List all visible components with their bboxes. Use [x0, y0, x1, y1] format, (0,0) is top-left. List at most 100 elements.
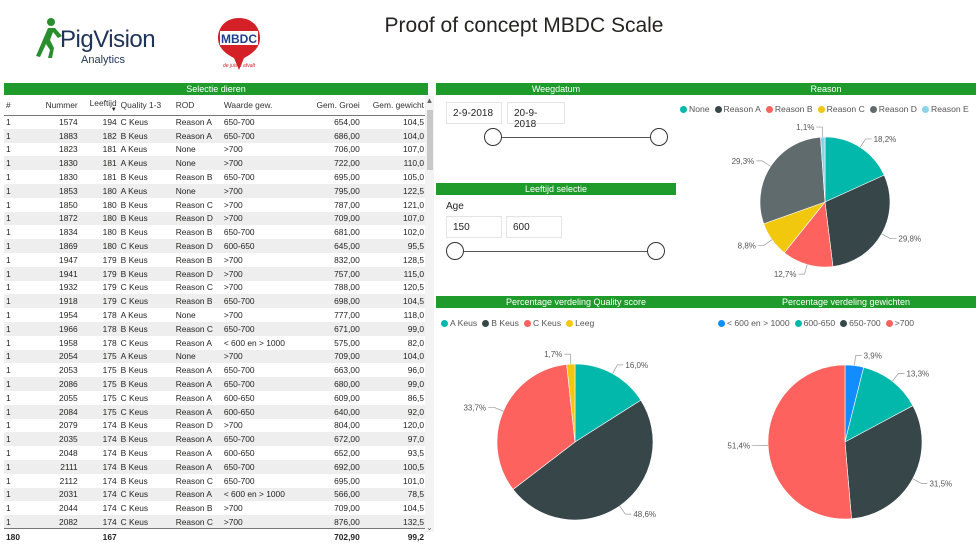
table-cell: 695,00 — [299, 170, 362, 184]
weegdatum-start-input[interactable]: 2-9-2018 — [446, 102, 502, 124]
weegdatum-slider-end-handle[interactable] — [650, 128, 668, 146]
table-cell: 757,00 — [299, 266, 362, 281]
table-row[interactable]: 1 1834 180 B Keus Reason B 650-700 681,00 102,0 — [4, 225, 426, 240]
table-row[interactable]: 1 1966 178 B Keus Reason C 650-700 671,00 99,0 — [4, 321, 426, 336]
legend-item[interactable]: Reason D — [869, 104, 918, 114]
table-row[interactable]: 1 1947 179 B Keus Reason B >700 832,00 128,5 — [4, 252, 426, 267]
legend-item[interactable]: Leeg — [566, 318, 594, 328]
table-row[interactable]: 1 1941 179 B Keus Reason D >700 757,00 115,0 — [4, 266, 426, 281]
legend-dot-icon — [523, 319, 531, 327]
table-row[interactable]: 1 1850 180 B Keus Reason C >700 787,00 121,0 — [4, 197, 426, 212]
table-row[interactable]: 1 2044 174 C Keus Reason B >700 709,00 104,5 — [4, 501, 426, 516]
sort-desc-icon: ▼ — [110, 106, 117, 113]
table-cell: 97,0 — [361, 432, 426, 447]
table-row[interactable]: 1 2112 174 B Keus Reason C 650-700 695,00 101,0 — [4, 473, 426, 488]
pie-slice[interactable] — [844, 405, 923, 520]
pie-leader-line — [757, 239, 773, 246]
scroll-down-icon[interactable]: ⌄ — [426, 523, 433, 532]
table-row[interactable]: 1 1918 179 C Keus Reason B 650-700 698,00 104,5 — [4, 294, 426, 309]
table-cell: B Keus — [118, 377, 174, 391]
table-row[interactable]: 1 1958 178 C Keus Reason A < 600 en > 1000 575… — [4, 335, 426, 350]
legend-item[interactable]: Reason C — [817, 104, 865, 114]
scroll-up-icon[interactable]: ▲ — [425, 96, 434, 105]
legend-item[interactable]: >700 — [885, 318, 914, 328]
table-row[interactable]: 1 1932 179 C Keus Reason C >700 788,00 120,5 — [4, 280, 426, 295]
table-cell: 1574 — [26, 115, 80, 129]
pie-slice[interactable] — [824, 174, 891, 267]
table-row[interactable]: 1 2082 174 C Keus Reason C >700 876,00 132,5 — [4, 515, 426, 529]
table-row[interactable]: 1 2111 174 B Keus Reason A 650-700 692,00 100,5 — [4, 459, 426, 474]
pie-slice[interactable] — [496, 364, 576, 490]
pie-slice[interactable] — [844, 366, 914, 443]
legend-item[interactable]: B Keus — [482, 318, 519, 328]
age-slider-min-handle[interactable] — [446, 242, 464, 260]
col-header-nummer[interactable]: Nummer — [26, 96, 80, 116]
col-header-gewicht[interactable]: Gem. gewicht — [361, 96, 426, 116]
weegdatum-slider-track[interactable] — [493, 137, 659, 138]
table-row[interactable]: 1 1823 181 A Keus None >700 706,00 107,0 — [4, 142, 426, 157]
legend-label: Reason B — [774, 104, 813, 114]
table-cell: Reason A — [173, 363, 222, 378]
section-header-weegdatum: Weegdatum — [436, 83, 676, 95]
table-cell: B Keus — [118, 321, 174, 336]
table-cell: 1 — [4, 239, 27, 253]
legend-item[interactable]: Reason E — [922, 104, 969, 114]
table-row[interactable]: 1 2054 175 A Keus None >700 709,00 104,0 — [4, 349, 426, 364]
age-max-input[interactable]: 600 — [506, 216, 562, 238]
table-row[interactable]: 1 2086 175 B Keus Reason A 650-700 680,00 99,0 — [4, 377, 426, 391]
table-cell: 650-700 — [221, 473, 300, 488]
age-slider-track[interactable] — [455, 251, 657, 252]
table-row[interactable]: 1 2035 174 B Keus Reason A 650-700 672,00 97,0 — [4, 432, 426, 447]
col-header-quality[interactable]: Quality 1-3 — [118, 96, 174, 116]
table-cell: 722,00 — [299, 156, 362, 171]
table-row[interactable]: 1 2055 175 C Keus Reason A 600-650 609,00 86,5 — [4, 390, 426, 405]
scrollbar-thumb[interactable] — [427, 110, 433, 170]
table-cell: 1834 — [26, 225, 80, 240]
legend-label: Reason D — [878, 104, 918, 114]
col-header-rod[interactable]: ROD — [173, 96, 222, 116]
weegdatum-slider-start-handle[interactable] — [484, 128, 502, 146]
table-row[interactable]: 1 1954 178 A Keus None >700 777,00 118,0 — [4, 308, 426, 322]
col-header-groei[interactable]: Gem. Groei — [299, 96, 362, 116]
table-row[interactable]: 1 2048 174 B Keus Reason A 600-650 652,00 93,5 — [4, 446, 426, 460]
pie-slice[interactable] — [767, 364, 852, 520]
table-row[interactable]: 1 1574 194 C Keus Reason A 650-700 654,00 104,5 — [4, 115, 426, 129]
legend-item[interactable]: C Keus — [523, 318, 561, 328]
table-cell: 1966 — [26, 321, 80, 336]
table-cell: 1941 — [26, 266, 80, 281]
col-header-index[interactable]: # — [4, 96, 27, 116]
pie-slice[interactable] — [512, 399, 654, 521]
pie-slice[interactable] — [574, 363, 642, 443]
pie-data-label: 1,7% — [544, 350, 562, 359]
table-row[interactable]: 1 1830 181 A Keus None >700 722,00 110,0 — [4, 156, 426, 171]
table-cell: 1958 — [26, 335, 80, 350]
age-min-input[interactable]: 150 — [446, 216, 502, 238]
col-header-leeftijd[interactable]: Leeftijd ▼ — [79, 96, 119, 116]
table-row[interactable]: 1 2079 174 B Keus Reason D >700 804,00 120,0 — [4, 418, 426, 433]
table-row[interactable]: 1 2031 174 C Keus Reason A < 600 en > 1000 566… — [4, 487, 426, 502]
table-row[interactable]: 1 1883 182 B Keus Reason A 650-700 686,00 104,0 — [4, 128, 426, 143]
legend-item[interactable]: A Keus — [441, 318, 477, 328]
legend-item[interactable]: Reason A — [714, 104, 761, 114]
table-row[interactable]: 1 2084 175 C Keus Reason A 600-650 640,00 92,0 — [4, 404, 426, 419]
table-cell: 101,0 — [361, 473, 426, 488]
legend-item[interactable]: Reason B — [765, 104, 813, 114]
legend-item[interactable]: < 600 en > 1000 — [718, 318, 790, 328]
table-row[interactable]: 1 1853 180 A Keus None >700 795,00 122,5 — [4, 183, 426, 198]
legend-item[interactable]: None — [680, 104, 710, 114]
table-row[interactable]: 1 2053 175 B Keus Reason A 650-700 663,00 96,0 — [4, 363, 426, 378]
col-header-waarde[interactable]: Waarde gew. — [221, 96, 300, 116]
weegdatum-end-input[interactable]: 20-9-2018 — [507, 102, 565, 130]
table-row[interactable]: 1 1869 180 C Keus Reason D 600-650 645,00 95,5 — [4, 239, 426, 253]
table-row[interactable]: 1 1830 181 B Keus Reason B 650-700 695,00 105,0 — [4, 170, 426, 184]
table-scrollbar[interactable]: ▲ ⌄ — [425, 96, 434, 532]
table-cell: Reason D — [173, 239, 222, 253]
table-cell: 1 — [4, 335, 27, 350]
table-cell: 1 — [4, 459, 27, 474]
pie-slice[interactable] — [759, 136, 826, 225]
table-row[interactable]: 1 1872 180 B Keus Reason D >700 709,00 107,0 — [4, 211, 426, 226]
table-cell: Reason A — [173, 377, 222, 391]
legend-item[interactable]: 650-700 — [840, 318, 881, 328]
legend-item[interactable]: 600-650 — [794, 318, 835, 328]
age-slider-max-handle[interactable] — [647, 242, 665, 260]
